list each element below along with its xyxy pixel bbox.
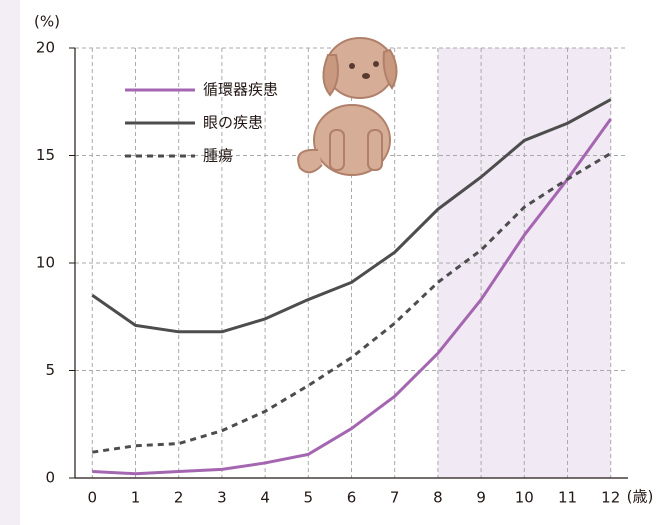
y-tick-label: 10: [36, 254, 55, 272]
x-tick-label: 2: [174, 489, 184, 507]
y-tick-label: 5: [45, 361, 55, 379]
x-axis-label: (歳): [627, 488, 654, 506]
x-tick-label: 5: [304, 489, 314, 507]
x-tick-label: 3: [217, 489, 227, 507]
x-tick-label: 12: [601, 489, 620, 507]
x-tick-label: 4: [260, 489, 270, 507]
legend-label: 眼の疾患: [203, 114, 263, 132]
legend-label: 腫瘍: [203, 147, 233, 165]
x-tick-label: 6: [347, 489, 357, 507]
dog-illustration: [297, 37, 398, 176]
x-tick-label: 8: [433, 489, 443, 507]
x-tick-label: 1: [131, 489, 141, 507]
legend-label: 循環器疾患: [203, 81, 278, 99]
y-axis-label: (%): [34, 13, 60, 31]
x-tick-label: 9: [476, 489, 486, 507]
side-strip: [0, 0, 20, 525]
y-tick-label: 15: [36, 146, 55, 164]
x-tick-label: 10: [515, 489, 534, 507]
y-tick-label: 0: [45, 469, 55, 487]
x-tick-label: 7: [390, 489, 400, 507]
series-line: [92, 152, 612, 454]
series-line: [91, 98, 612, 334]
series-line: [92, 118, 612, 476]
x-tick-label: 0: [88, 489, 98, 507]
x-tick-label: 11: [558, 489, 577, 507]
y-tick-label: 20: [36, 39, 55, 57]
